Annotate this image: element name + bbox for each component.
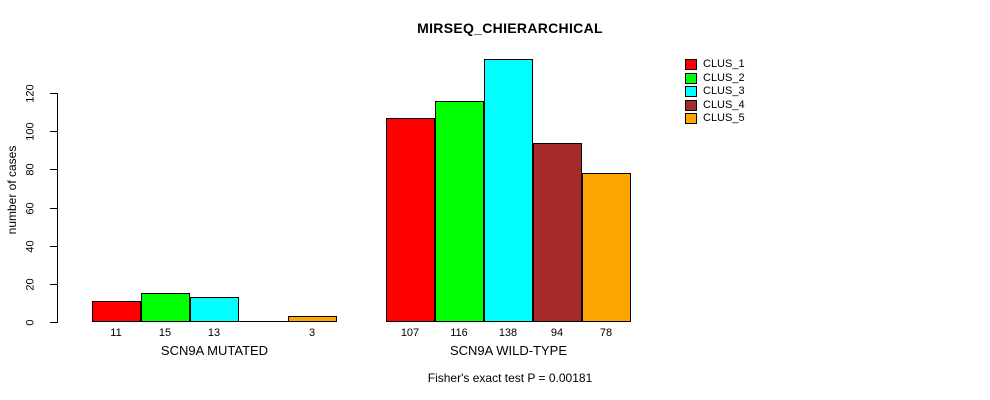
bar-clus_3-group2 [484,59,533,322]
legend-swatch-clus_1 [685,59,697,70]
y-tick-label: 0 [24,319,37,326]
bar-clus_5-group2 [582,173,631,322]
bar-clus_2-group2 [435,101,484,322]
legend-swatch-clus_3 [685,86,697,98]
legend-label-clus_3: CLUS_3 [703,85,745,98]
footer-annotation: Fisher's exact test P = 0.00181 [427,371,593,385]
y-tick-label: 20 [24,278,37,291]
legend-swatch-clus_5 [685,113,697,125]
bar-clus_5-group1 [288,316,337,322]
y-tick-label: 60 [24,202,37,215]
bar-clus_1-group1 [92,301,141,322]
y-tick [50,322,57,323]
y-tick-label: 100 [24,122,37,141]
y-tick [50,131,57,132]
bar-value-label: 3 [308,327,316,339]
bar-value-label: 107 [400,327,420,339]
bar-clus_4-group1 [239,321,288,322]
bar-value-label: 138 [498,327,518,339]
y-tick-label: 80 [24,163,37,176]
legend-label-clus_4: CLUS_4 [703,98,745,111]
plot-title: MIRSEQ_CHIERARCHICAL [417,20,603,36]
bar-clus_1-group2 [386,118,435,322]
bar-value-label: 15 [158,327,172,339]
y-tick-label: 40 [24,240,37,253]
group-label: SCN9A MUTATED [160,343,269,358]
legend-label-clus_1: CLUS_1 [703,58,745,70]
legend-swatch-clus_2 [685,72,697,84]
legend: CLUS_1 CLUS_2 CLUS_3 CLUS_4 CLUS_5 [680,58,790,138]
bar-clus_2-group1 [141,293,190,322]
y-tick-label: 120 [24,84,37,103]
y-tick [50,284,57,285]
y-tick [50,208,57,209]
legend-label-clus_5: CLUS_5 [703,112,745,125]
bar-value-label: 13 [207,327,221,339]
bar-value-label: 94 [550,327,564,339]
bar-clus_4-group2 [533,143,582,322]
legend-label-clus_2: CLUS_2 [703,71,745,84]
bar-clus_3-group1 [190,297,239,322]
bar-value-label: 11 [110,327,122,339]
bar-value-label: 116 [450,327,468,339]
y-tick [50,93,57,94]
bar-value-label: 78 [599,327,613,339]
y-tick [50,246,57,247]
y-tick [50,169,57,170]
group-label: SCN9A WILD-TYPE [449,343,568,358]
legend-swatch-clus_4 [685,99,697,111]
y-axis [57,93,58,323]
